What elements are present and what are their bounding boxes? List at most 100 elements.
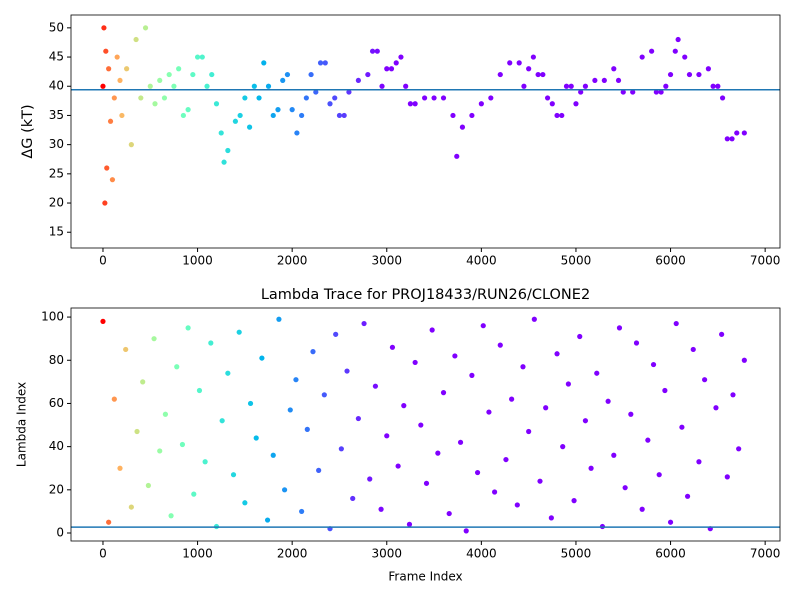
point (616, 325, 623, 331)
x-tick-label: 6000 (655, 547, 686, 561)
point (128, 504, 134, 510)
point (367, 476, 373, 482)
y-tick-label: 20 (49, 482, 64, 496)
point (446, 510, 452, 517)
point (218, 130, 224, 136)
point (109, 177, 116, 183)
point (104, 165, 110, 171)
point (507, 60, 513, 66)
point (191, 491, 197, 497)
point (639, 506, 645, 512)
point (682, 54, 688, 60)
y-tick-label: 60 (49, 396, 64, 410)
point (565, 381, 571, 387)
point (554, 112, 560, 119)
point (457, 439, 464, 445)
point (145, 482, 151, 489)
point (299, 508, 305, 515)
x-tick-label: 2000 (277, 254, 308, 268)
point (577, 333, 583, 340)
point (667, 71, 674, 78)
point (573, 101, 579, 107)
x-axis-label: Frame Index (388, 570, 462, 584)
point (615, 77, 622, 84)
x-tick-label: 0 (99, 547, 107, 561)
point (497, 342, 503, 348)
point (246, 124, 253, 130)
point (322, 60, 328, 66)
point (526, 66, 532, 72)
point (261, 60, 267, 66)
point (100, 83, 106, 89)
point (459, 124, 466, 130)
point (270, 452, 276, 458)
plot-frame (70, 307, 781, 542)
point (336, 112, 343, 119)
point (516, 60, 522, 66)
point (151, 336, 157, 342)
point (344, 368, 350, 374)
point (663, 83, 669, 89)
point (157, 448, 163, 454)
y-tick-label: 0 (56, 526, 64, 540)
point (338, 446, 344, 452)
point (422, 95, 428, 101)
point (100, 318, 106, 324)
point (393, 60, 399, 66)
point (406, 521, 413, 527)
point (101, 25, 107, 31)
point (423, 480, 430, 486)
point (571, 498, 577, 504)
point (117, 465, 123, 471)
point (492, 489, 498, 495)
point (658, 89, 664, 95)
point (237, 112, 243, 119)
point (140, 379, 146, 385)
point (653, 89, 659, 95)
point (713, 405, 719, 411)
x-tick-label: 1000 (182, 547, 213, 561)
point (741, 130, 747, 136)
x-tick-label: 2000 (277, 547, 308, 561)
point (560, 444, 566, 450)
point (514, 502, 520, 508)
point (284, 71, 291, 78)
point (294, 130, 300, 136)
point (582, 418, 589, 424)
point (696, 459, 702, 465)
point (161, 95, 168, 101)
point (548, 515, 554, 521)
point (213, 101, 220, 107)
point (123, 346, 129, 353)
x-tick-label: 4000 (466, 254, 497, 268)
point (106, 66, 112, 72)
point (308, 71, 314, 78)
point (611, 66, 617, 72)
point (152, 101, 158, 107)
point (628, 411, 634, 417)
point (440, 390, 447, 396)
point (418, 422, 424, 428)
point (225, 370, 231, 376)
point (119, 112, 125, 119)
point (304, 426, 310, 432)
point (543, 405, 549, 411)
point (605, 398, 611, 404)
point (672, 48, 678, 54)
point (157, 77, 163, 84)
point (372, 383, 379, 389)
point (355, 77, 361, 84)
y-tick-label: 35 (49, 108, 64, 122)
x-tick-label: 5000 (561, 547, 592, 561)
point (107, 118, 114, 124)
point (407, 101, 414, 107)
point (327, 101, 333, 107)
point (509, 396, 515, 402)
point (450, 112, 456, 119)
point (124, 66, 130, 72)
point (563, 83, 570, 89)
y-axis-label: Lambda Index (15, 382, 29, 467)
plot-frame (70, 14, 781, 249)
point (559, 112, 565, 119)
